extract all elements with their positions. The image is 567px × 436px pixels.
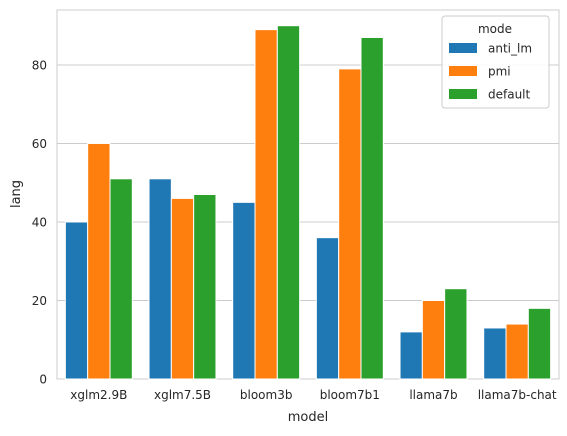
bar-anti_lm-xglm2.9B — [64, 221, 89, 380]
x-tick-label: llama7b-chat — [478, 388, 557, 402]
legend-label-pmi: pmi — [488, 65, 511, 79]
bar-pmi-llama7b — [421, 299, 446, 380]
y-tick-label: 40 — [32, 215, 47, 229]
y-tick-label: 60 — [32, 137, 47, 151]
bar-pmi-bloom7b1 — [338, 68, 362, 380]
bar-default-bloom3b — [276, 25, 301, 380]
legend-swatch-pmi — [449, 66, 477, 76]
legend-swatch-default — [449, 89, 477, 99]
bars — [64, 25, 552, 380]
bar-anti_lm-llama7b — [399, 331, 423, 380]
x-tick-label: bloom3b — [240, 388, 293, 402]
bar-pmi-xglm2.9B — [87, 142, 111, 380]
bar-anti_lm-bloom7b1 — [315, 237, 340, 380]
bar-pmi-bloom3b — [254, 29, 278, 380]
bar-default-xglm7.5B — [193, 194, 217, 380]
bar-default-llama7b — [444, 288, 468, 380]
bar-default-bloom7b1 — [360, 36, 384, 380]
legend-title: mode — [478, 22, 512, 36]
bar-pmi-xglm7.5B — [170, 197, 195, 380]
bar-pmi-llama7b-chat — [505, 323, 529, 380]
x-tick-label: llama7b — [409, 388, 457, 402]
legend-box — [441, 15, 550, 109]
x-tick-label: xglm2.9B — [70, 388, 127, 402]
y-tick-label: 80 — [32, 58, 47, 72]
bar-anti_lm-xglm7.5B — [148, 178, 172, 380]
bar-anti_lm-bloom3b — [232, 201, 256, 380]
y-tick-label: 0 — [39, 373, 47, 387]
y-axis-ticks: 0 20 40 60 80 — [32, 58, 47, 386]
bar-default-llama7b-chat — [527, 307, 552, 380]
x-tick-label: xglm7.5B — [154, 388, 211, 402]
gridlines — [57, 64, 559, 301]
legend-label-anti_lm: anti_lm — [488, 42, 532, 56]
x-axis-label: model — [288, 410, 328, 425]
bar-anti_lm-llama7b-chat — [483, 327, 507, 380]
x-axis-ticks: xglm2.9B xglm7.5B bloom3b bloom7b1 llama7b ll… — [70, 388, 557, 402]
legend-label-default: default — [488, 88, 531, 102]
x-tick-label: bloom7b1 — [320, 388, 380, 402]
legend-swatch-anti_lm — [449, 43, 477, 53]
bar-default-xglm2.9B — [109, 178, 133, 380]
y-axis-label: lang — [9, 180, 24, 208]
y-tick-label: 20 — [32, 294, 47, 308]
